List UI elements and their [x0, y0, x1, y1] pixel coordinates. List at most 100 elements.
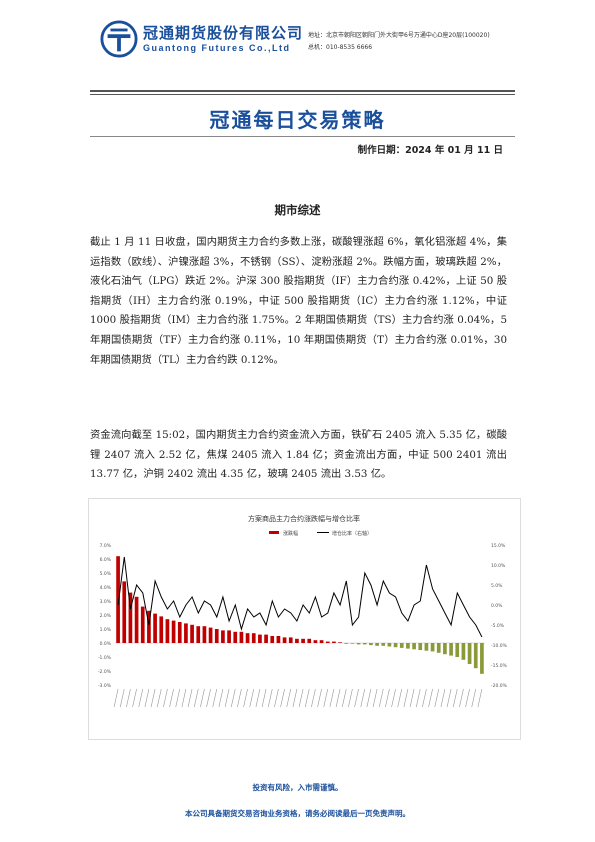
x-tick-label-mark: [138, 688, 144, 708]
ratio-line: [117, 556, 483, 638]
x-tick-label-mark: [372, 688, 378, 708]
chart-bar: [171, 620, 176, 643]
chart-bar: [467, 643, 472, 664]
report-date: 制作日期：2024 年 01 月 11 日: [357, 145, 503, 156]
company-logo-icon: [100, 20, 138, 58]
chart-bar: [276, 636, 281, 643]
chart-bar: [159, 616, 164, 643]
legend-swatch-change: [269, 531, 279, 534]
title-divider: [90, 136, 515, 137]
x-tick-label-mark: [163, 688, 168, 708]
chart-bar: [116, 556, 120, 643]
x-tick-label-mark: [348, 688, 353, 708]
chart-bar: [387, 643, 392, 647]
company-address-block: 地址：北京市朝阳区朝阳门外大街甲6号万通中心D座20层(100020) 总机：0…: [308, 30, 490, 54]
x-tick-label-mark: [317, 688, 322, 708]
x-tick-label-mark: [465, 688, 470, 708]
chart-bar: [196, 626, 201, 643]
company-name-cn: 冠通期货股份有限公司: [143, 24, 304, 42]
x-tick-label-mark: [230, 688, 236, 708]
x-tick-label-mark: [193, 688, 199, 708]
right-tick-label: -15.0%: [491, 663, 508, 669]
left-tick-label: 4.0%: [100, 585, 112, 591]
x-tick-label-mark: [286, 688, 292, 708]
right-tick-label: 5.0%: [491, 583, 503, 589]
chart-bar: [202, 626, 207, 643]
right-tick-label: -5.0%: [491, 623, 505, 629]
x-tick-label-mark: [119, 688, 125, 708]
right-tick-label: 15.0%: [491, 543, 506, 549]
x-tick-label-mark: [311, 688, 316, 708]
chart-bar: [307, 638, 312, 643]
left-tick-label: -1.0%: [98, 655, 112, 661]
x-tick-label-mark: [360, 688, 366, 708]
chart-bar: [282, 637, 287, 643]
company-name-en: Guantong Futures Co.,Ltd: [143, 43, 291, 53]
x-tick-label-mark: [249, 688, 255, 708]
chart-bar: [147, 610, 151, 643]
x-tick-label-mark: [335, 688, 341, 708]
x-tick-label-mark: [224, 688, 230, 708]
chart-bar: [436, 643, 441, 653]
chart-bar: [214, 629, 219, 643]
chart-bar: [399, 643, 404, 648]
x-tick-label-mark: [169, 688, 174, 708]
chart-container: 方案商品主力合约涨跌幅与增仓比率 涨跌幅 增仓比率（右轴） 7.0% 6.0% 5.0% 4…: [88, 498, 521, 740]
chart-bar: [184, 623, 188, 643]
x-tick-label-mark: [304, 688, 310, 708]
x-tick-label-mark: [452, 688, 458, 708]
x-tick-label-mark: [150, 688, 156, 708]
x-tick-label-mark: [181, 688, 187, 708]
x-tick-label-mark: [298, 688, 304, 708]
market-summary-paragraph: 截止 1 月 11 日收盘，国内期货主力合约多数上涨，碳酸锂涨超 6%，氧化铝涨…: [90, 236, 507, 366]
x-tick-label-mark: [280, 688, 285, 708]
x-tick-label-mark: [459, 688, 464, 708]
chart-bar: [332, 641, 336, 643]
x-tick-label-mark: [323, 688, 329, 708]
left-tick-label: 5.0%: [100, 571, 112, 577]
x-tick-label-mark: [156, 688, 162, 708]
page-header: 冠通期货股份有限公司 Guantong Futures Co.,Ltd 地址：北…: [90, 14, 515, 66]
chart-bar: [480, 643, 484, 674]
x-tick-label-mark: [237, 688, 242, 708]
right-tick-label: 0.0%: [491, 603, 503, 609]
x-tick-label-mark: [132, 688, 137, 708]
chart-bar: [301, 638, 305, 643]
x-tick-label-mark: [341, 688, 347, 708]
left-tick-label: 3.0%: [100, 599, 112, 605]
chart-bar: [251, 633, 256, 643]
chart-bar: [122, 581, 127, 643]
chart-bar: [455, 643, 460, 657]
x-tick-label-mark: [274, 688, 279, 708]
x-tick-label-mark: [255, 688, 261, 708]
left-tick-label: 1.0%: [100, 627, 112, 633]
left-tick-label: 0.0%: [100, 641, 112, 647]
x-tick-label-mark: [415, 688, 421, 708]
chart-bar: [344, 643, 349, 644]
chart-bar: [443, 643, 447, 655]
chart-bar: [233, 631, 238, 643]
x-tick-label-mark: [366, 688, 372, 708]
left-tick-label: 6.0%: [100, 557, 112, 563]
chart-bar: [325, 641, 330, 643]
chart-bar: [393, 643, 398, 648]
right-tick-label: -20.0%: [491, 683, 508, 689]
chart-bar: [295, 638, 299, 643]
chart-bar: [406, 643, 410, 649]
chart-bar: [473, 643, 478, 669]
chart-bar: [362, 643, 367, 645]
x-tick-label-mark: [113, 688, 119, 708]
company-phone: 总机：010-8535 6666: [308, 44, 373, 51]
x-tick-label-mark: [200, 688, 205, 708]
x-tick-label-mark: [329, 688, 335, 708]
chart-bar: [375, 643, 379, 646]
chart-bar: [350, 643, 355, 644]
chart-bar: [430, 643, 435, 652]
x-tick-label-mark: [206, 688, 211, 708]
company-address: 地址：北京市朝阳区朝阳门外大街甲6号万通中心D座20层(100020): [308, 32, 490, 39]
chart-bar: [239, 631, 244, 643]
chart-bar: [449, 643, 453, 656]
chart-bar: [270, 636, 275, 643]
chart-bar: [128, 592, 133, 643]
